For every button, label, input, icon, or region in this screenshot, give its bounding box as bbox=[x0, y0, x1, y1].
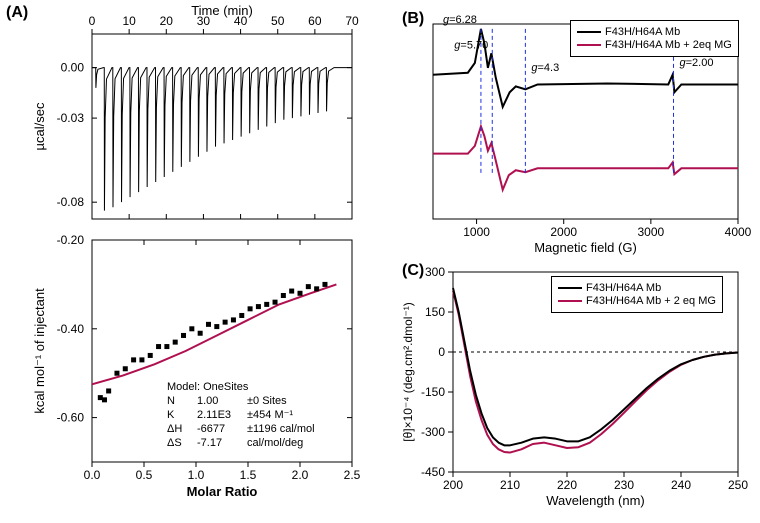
svg-text:4000: 4000 bbox=[725, 225, 752, 239]
svg-text:60: 60 bbox=[308, 14, 322, 28]
svg-text:ΔH: ΔH bbox=[167, 423, 182, 435]
legend-label: F43H/H64A Mb + 2eq MG bbox=[605, 39, 732, 51]
legend-label: F43H/H64A Mb bbox=[586, 282, 661, 294]
svg-text:-0.60: -0.60 bbox=[57, 411, 85, 425]
svg-text:kcal mol⁻¹ of injectant: kcal mol⁻¹ of injectant bbox=[32, 288, 47, 414]
svg-text:cal/mol/deg: cal/mol/deg bbox=[247, 437, 303, 449]
svg-text:N: N bbox=[167, 395, 175, 407]
svg-text:200: 200 bbox=[443, 478, 463, 492]
svg-text:-0.03: -0.03 bbox=[57, 111, 85, 125]
svg-text:g=6.28: g=6.28 bbox=[443, 14, 477, 26]
svg-text:2.11E3: 2.11E3 bbox=[197, 409, 231, 421]
svg-text:0.5: 0.5 bbox=[136, 468, 153, 482]
svg-text:-0.40: -0.40 bbox=[57, 322, 85, 336]
chart-c-legend: F43H/H64A Mb F43H/H64A Mb + 2 eq MG bbox=[551, 276, 723, 313]
legend-label: F43H/H64A Mb + 2 eq MG bbox=[586, 295, 716, 307]
svg-text:ΔS: ΔS bbox=[167, 437, 182, 449]
chart-b-legend: F43H/H64A Mb F43H/H64A Mb + 2eq MG bbox=[570, 20, 739, 57]
legend-label: F43H/H64A Mb bbox=[605, 26, 680, 38]
svg-text:0: 0 bbox=[89, 14, 96, 28]
svg-text:0.0: 0.0 bbox=[84, 468, 101, 482]
svg-text:0.00: 0.00 bbox=[61, 61, 85, 75]
svg-text:210: 210 bbox=[500, 478, 520, 492]
svg-text:1.0: 1.0 bbox=[188, 468, 205, 482]
svg-text:20: 20 bbox=[160, 14, 174, 28]
svg-text:0: 0 bbox=[438, 345, 445, 359]
svg-text:g=4.3: g=4.3 bbox=[531, 62, 559, 74]
svg-text:K: K bbox=[167, 409, 175, 421]
svg-text:Time (min): Time (min) bbox=[191, 4, 253, 18]
svg-text:-450: -450 bbox=[421, 465, 445, 479]
svg-text:-150: -150 bbox=[421, 385, 445, 399]
svg-text:10: 10 bbox=[122, 14, 136, 28]
svg-text:Model: OneSites: Model: OneSites bbox=[167, 381, 249, 393]
svg-text:-0.08: -0.08 bbox=[57, 195, 85, 209]
legend-item: F43H/H64A Mb bbox=[577, 26, 732, 38]
svg-text:-300: -300 bbox=[421, 425, 445, 439]
svg-text:-6677: -6677 bbox=[197, 423, 225, 435]
svg-text:-0.20: -0.20 bbox=[57, 234, 85, 247]
legend-item: F43H/H64A Mb bbox=[558, 282, 716, 294]
chart-a-top: 010203040506070Time (min)0.00-0.03-0.08µ… bbox=[30, 4, 370, 234]
svg-text:2.5: 2.5 bbox=[344, 468, 361, 482]
svg-text:[θ]×10⁻⁴ (deg.cm².dmol⁻¹): [θ]×10⁻⁴ (deg.cm².dmol⁻¹) bbox=[401, 302, 415, 442]
svg-text:g=5.70: g=5.70 bbox=[454, 39, 488, 51]
svg-text:3000: 3000 bbox=[638, 225, 665, 239]
svg-text:2.0: 2.0 bbox=[292, 468, 309, 482]
svg-text:1.00: 1.00 bbox=[197, 395, 218, 407]
svg-text:220: 220 bbox=[557, 478, 577, 492]
svg-text:µcal/sec: µcal/sec bbox=[32, 102, 47, 150]
chart-a-bottom: 0.0 0.5 1.0 1.5 2.0 2.5 Molar Ratio -0.20 -0.40 -… bbox=[30, 234, 370, 514]
svg-text:g=2.00: g=2.00 bbox=[680, 57, 714, 69]
svg-text:Molar Ratio: Molar Ratio bbox=[187, 484, 258, 499]
svg-text:70: 70 bbox=[345, 14, 359, 28]
legend-item: F43H/H64A Mb + 2eq MG bbox=[577, 39, 732, 51]
svg-text:250: 250 bbox=[728, 478, 748, 492]
svg-text:1000: 1000 bbox=[463, 225, 490, 239]
svg-text:-7.17: -7.17 bbox=[197, 437, 222, 449]
svg-text:±454 M⁻¹: ±454 M⁻¹ bbox=[247, 409, 293, 421]
svg-text:300: 300 bbox=[425, 265, 445, 279]
svg-text:240: 240 bbox=[671, 478, 691, 492]
legend-item: F43H/H64A Mb + 2 eq MG bbox=[558, 295, 716, 307]
svg-text:±1196 cal/mol: ±1196 cal/mol bbox=[247, 423, 315, 435]
svg-text:230: 230 bbox=[614, 478, 634, 492]
svg-text:50: 50 bbox=[271, 14, 285, 28]
svg-text:1.5: 1.5 bbox=[240, 468, 257, 482]
svg-text:150: 150 bbox=[425, 305, 445, 319]
svg-text:Magnetic field (G): Magnetic field (G) bbox=[534, 240, 637, 255]
svg-text:±0 Sites: ±0 Sites bbox=[247, 395, 287, 407]
svg-text:2000: 2000 bbox=[550, 225, 577, 239]
panel-a-label: (A) bbox=[6, 4, 28, 22]
svg-text:Wavelength (nm): Wavelength (nm) bbox=[546, 493, 645, 508]
